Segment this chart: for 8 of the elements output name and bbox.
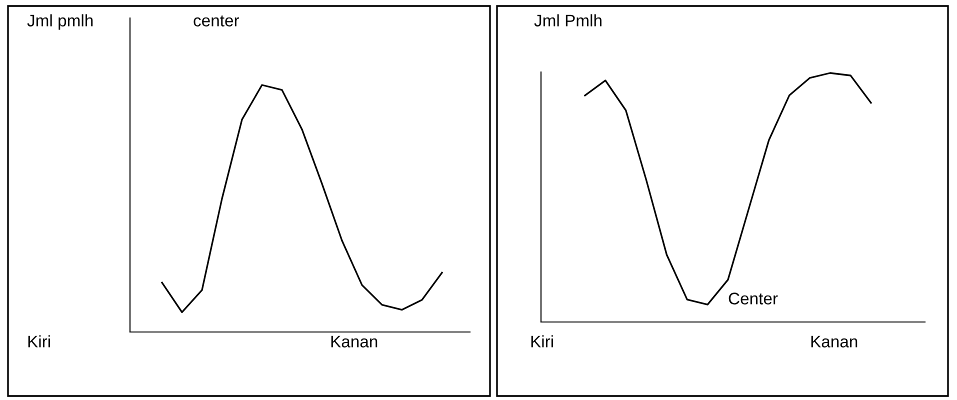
text: Kanan: [331, 336, 378, 348]
y-axis-title: Jml pmlh: [27, 14, 93, 30]
text: Kanan: [811, 336, 858, 348]
text: Kiri: [531, 335, 553, 348]
text: center: [194, 16, 240, 26]
text: Kiri: [28, 335, 50, 348]
annotation: Center: [728, 292, 778, 304]
y-axis-title: Jml Pmlh: [534, 14, 602, 26]
